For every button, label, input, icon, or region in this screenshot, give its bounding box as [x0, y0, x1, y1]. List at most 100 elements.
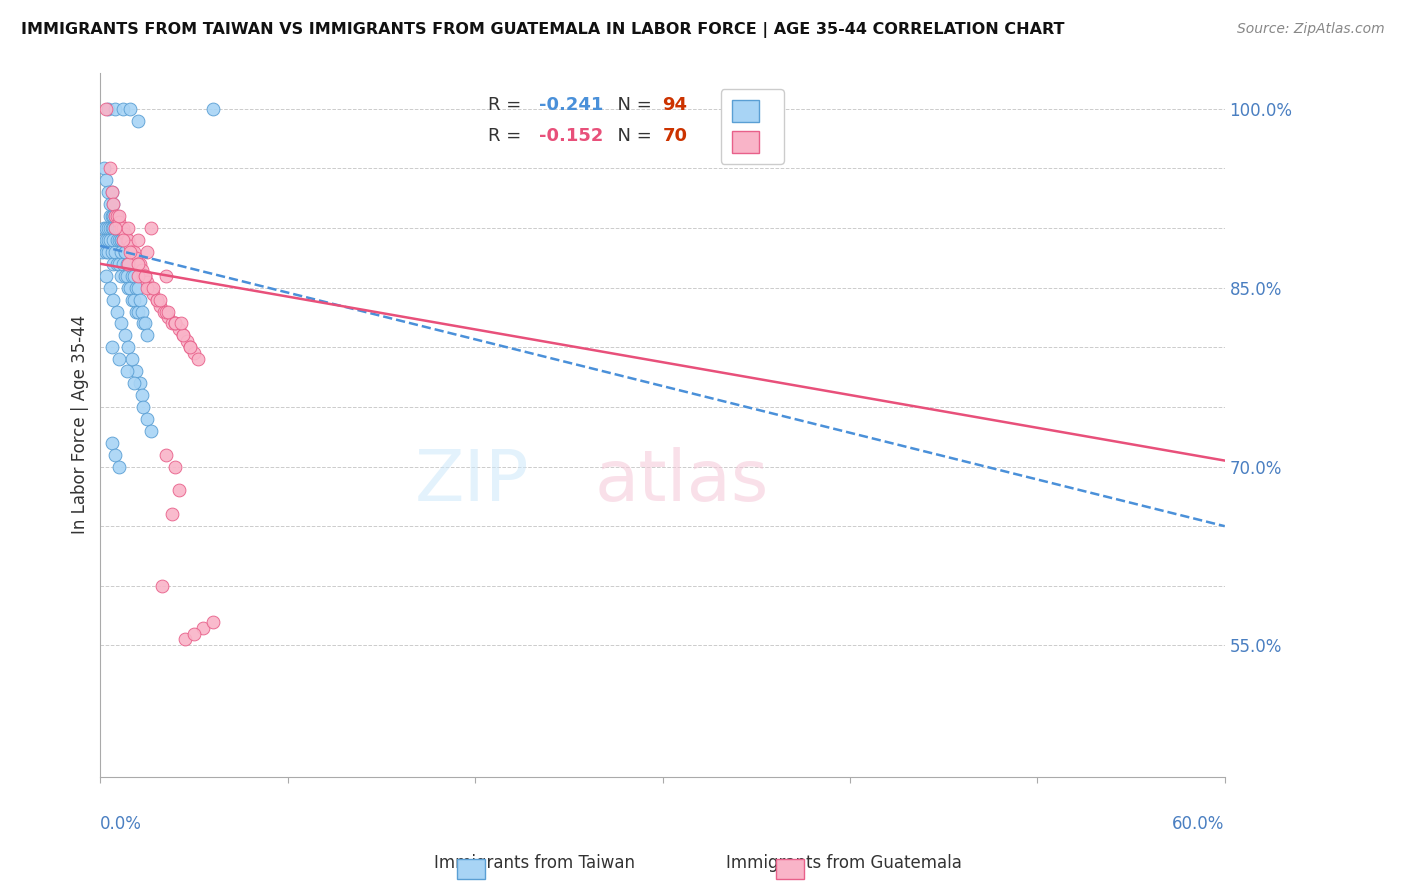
Point [111, 257, 134, 271]
Point [94, 221, 117, 235]
Point [108, 209, 131, 223]
Point [173, 632, 195, 647]
Point [103, 197, 125, 211]
Point [110, 268, 132, 283]
Point [131, 388, 153, 402]
Point [104, 221, 127, 235]
Text: 94: 94 [662, 95, 688, 113]
Point [128, 257, 150, 271]
Point [122, 244, 145, 259]
Point [136, 244, 159, 259]
Y-axis label: In Labor Force | Age 35-44: In Labor Force | Age 35-44 [72, 315, 89, 534]
Point [165, 317, 187, 331]
Point [165, 459, 187, 474]
Text: -0.152: -0.152 [538, 128, 603, 145]
Point [127, 304, 149, 318]
Point [94, 102, 117, 116]
Point [120, 257, 142, 271]
Point [93, 221, 115, 235]
Point [110, 317, 132, 331]
Point [139, 221, 162, 235]
Point [134, 268, 156, 283]
Point [145, 293, 167, 307]
Point [117, 257, 139, 271]
Point [103, 257, 125, 271]
Point [103, 221, 125, 235]
Point [117, 257, 139, 271]
Point [155, 448, 177, 462]
Point [150, 579, 173, 593]
Point [128, 293, 150, 307]
Point [94, 233, 117, 247]
Point [97, 233, 120, 247]
Point [149, 299, 172, 313]
Text: -0.241: -0.241 [538, 95, 603, 113]
Point [127, 257, 149, 271]
Point [153, 304, 176, 318]
Point [114, 328, 136, 343]
Point [108, 257, 131, 271]
Legend: , : , [721, 89, 785, 164]
Point [103, 197, 125, 211]
Point [201, 102, 224, 116]
Point [100, 186, 122, 200]
Point [108, 221, 131, 235]
Point [187, 352, 209, 367]
Point [121, 244, 143, 259]
Point [117, 221, 139, 235]
Point [105, 209, 128, 223]
Point [167, 483, 190, 498]
Point [104, 209, 127, 223]
Point [121, 293, 143, 307]
Point [105, 257, 128, 271]
Point [122, 376, 145, 390]
Point [125, 304, 148, 318]
Point [155, 268, 177, 283]
Point [172, 328, 194, 343]
Point [111, 233, 134, 247]
Point [117, 280, 139, 294]
Point [108, 233, 131, 247]
Point [94, 268, 117, 283]
Point [132, 317, 155, 331]
Point [94, 244, 117, 259]
Point [125, 251, 148, 265]
Point [120, 280, 142, 294]
Point [131, 262, 153, 277]
Point [110, 244, 132, 259]
Point [114, 244, 136, 259]
Text: IMMIGRANTS FROM TAIWAN VS IMMIGRANTS FROM GUATEMALA IN LABOR FORCE | AGE 35-44 C: IMMIGRANTS FROM TAIWAN VS IMMIGRANTS FRO… [21, 22, 1064, 38]
Point [105, 221, 128, 235]
Point [108, 215, 131, 229]
Point [97, 244, 120, 259]
Point [97, 221, 120, 235]
Point [114, 244, 136, 259]
Point [111, 233, 134, 247]
Point [183, 626, 205, 640]
Point [105, 233, 128, 247]
Text: atlas: atlas [595, 447, 769, 516]
Point [156, 304, 179, 318]
Point [138, 280, 160, 294]
Point [108, 221, 131, 235]
Point [97, 102, 120, 116]
Point [98, 233, 121, 247]
Point [165, 317, 187, 331]
Point [134, 317, 156, 331]
Point [170, 317, 193, 331]
Point [176, 334, 198, 349]
Point [98, 197, 121, 211]
Text: Immigrants from Guatemala: Immigrants from Guatemala [725, 855, 962, 872]
Point [142, 280, 165, 294]
Point [172, 328, 194, 343]
Point [125, 364, 148, 378]
Point [145, 293, 167, 307]
Text: N =: N = [606, 128, 658, 145]
Point [110, 221, 132, 235]
Point [127, 233, 149, 247]
Point [136, 275, 159, 289]
Point [165, 317, 187, 331]
Point [98, 280, 121, 294]
Point [103, 209, 125, 223]
Text: 70: 70 [662, 128, 688, 145]
